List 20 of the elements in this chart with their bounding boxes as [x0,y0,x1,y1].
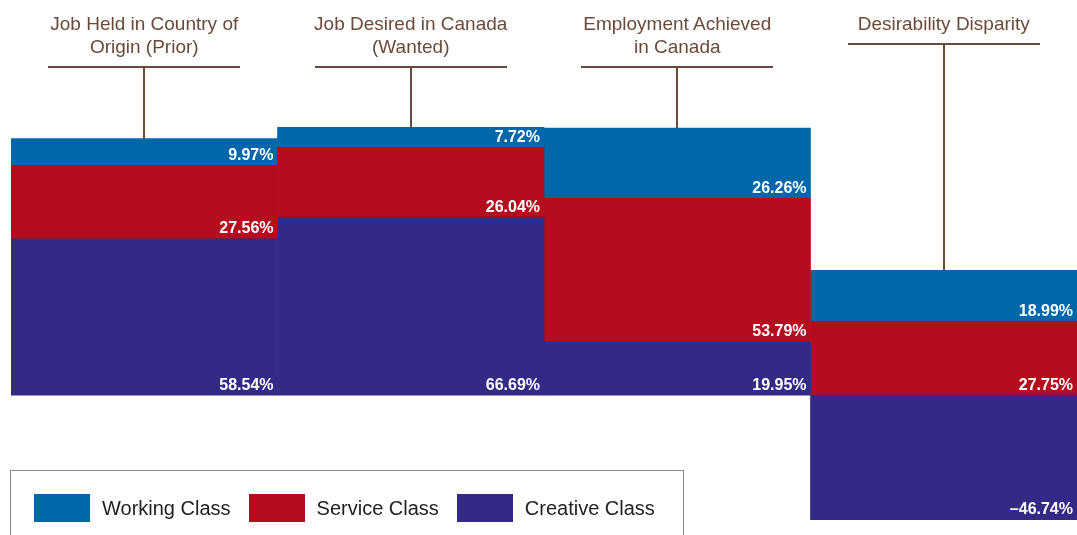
data-label: 53.79% [752,322,807,340]
x-tick-label: Employment Achieved in Canada [582,12,773,58]
data-label: 19.95% [752,375,807,393]
data-label: 27.56% [219,219,274,237]
x-tick-label: Desirability Disparity [856,12,1031,35]
bar [810,270,1077,322]
data-label: 58.54% [219,375,274,393]
x-tick-label: Job Held in Country of Origin (Prior) [49,12,240,58]
data-label: –46.74% [1009,500,1073,518]
data-label: 26.26% [752,178,807,196]
data-label: 27.75% [1018,375,1073,393]
legend-label: Creative Class [524,496,655,520]
legend-label: Service Class [316,496,439,520]
legend-label: Working Class [102,496,231,520]
data-label: 66.69% [485,375,540,393]
data-label: 18.99% [1018,301,1073,319]
x-tick-label: Job Desired in Canada (Wanted) [313,12,509,58]
data-label: 9.97% [228,145,274,163]
data-label: 7.72% [494,128,540,146]
data-label: 26.04% [485,197,540,215]
